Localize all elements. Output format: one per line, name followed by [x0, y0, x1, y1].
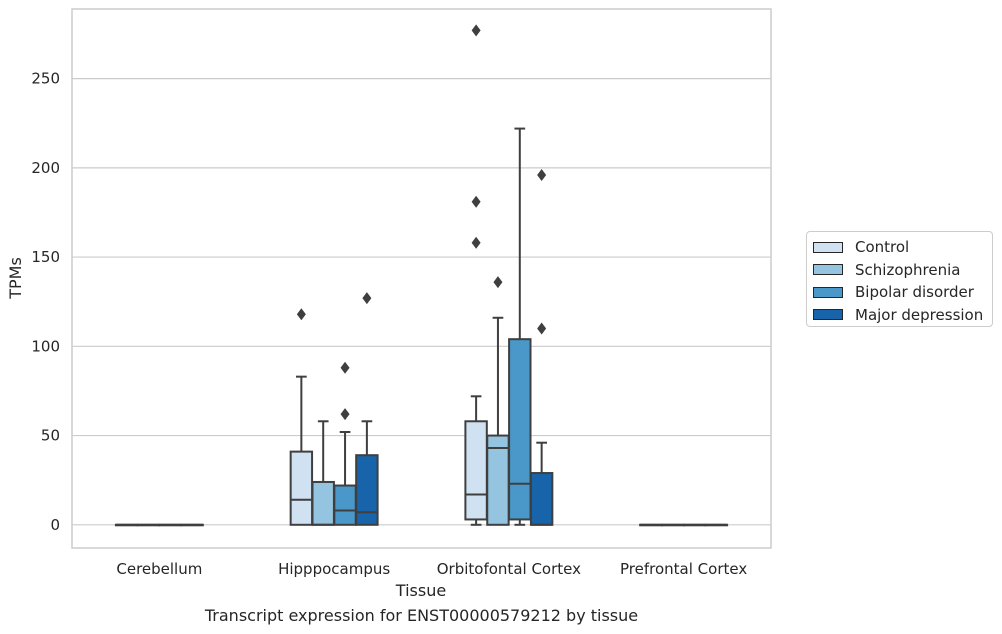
y-tick-label: 0 [50, 516, 60, 534]
outlier-point [471, 24, 481, 37]
box-0-1 [136, 523, 161, 527]
x-axis-title: Tissue [395, 581, 446, 600]
box-3-0 [639, 523, 663, 527]
legend-label: Schizophrenia [855, 260, 961, 279]
box-1-0 [289, 308, 314, 526]
box-3-2 [682, 523, 707, 527]
legend: Control Schizophrenia Bipolar disorder Majo… [806, 231, 993, 327]
legend-item: Major depression [813, 304, 992, 327]
x-tick-label: Prefrontal Cortex [620, 560, 747, 578]
outlier-point [471, 236, 481, 249]
x-tick-label: Cerebellum [116, 560, 202, 578]
legend-label: Control [855, 238, 910, 257]
box-3-3 [704, 523, 729, 527]
outlier-point [362, 292, 372, 305]
legend-swatch [813, 286, 843, 298]
legend-label: Bipolar disorder [855, 283, 974, 302]
box-0-0 [114, 523, 139, 527]
iqr-box [355, 454, 379, 526]
x-tick-label: Orbitofontal Cortex [437, 560, 581, 578]
outlier-point [537, 322, 547, 335]
box-2-1 [486, 276, 510, 526]
box-2-3 [529, 168, 554, 526]
gridlines [72, 78, 771, 526]
legend-item: Schizophrenia [813, 259, 992, 282]
iqr-box [289, 450, 314, 526]
legend-swatch [813, 309, 843, 321]
outlier-point [340, 361, 350, 374]
box-1-1 [311, 420, 335, 526]
box-2-0 [464, 24, 488, 526]
iqr-box [333, 484, 357, 526]
box-3-1 [660, 523, 685, 527]
outlier-point [471, 195, 481, 208]
y-axis-title: TPMs [6, 257, 25, 300]
iqr-box [311, 480, 335, 526]
y-tick-label: 100 [31, 337, 60, 355]
legend-label: Major depression [855, 305, 984, 324]
plot-frame [71, 8, 772, 549]
box-0-3 [180, 523, 204, 527]
box-2-2 [508, 127, 532, 526]
y-tick-label: 150 [31, 248, 60, 266]
x-tick-label: Hipppocampus [278, 560, 390, 578]
iqr-box [508, 338, 532, 521]
iqr-box [464, 420, 488, 521]
outlier-point [340, 408, 350, 421]
legend-item: Bipolar disorder [813, 281, 992, 304]
outlier-point [296, 308, 306, 321]
box-plot-marks [114, 24, 729, 527]
box-1-3 [355, 292, 379, 526]
legend-item: Control [813, 236, 992, 259]
outlier-point [537, 168, 547, 181]
y-tick-label: 200 [31, 159, 60, 177]
outlier-point [493, 276, 503, 289]
legend-swatch [813, 264, 843, 276]
box-1-2 [333, 361, 357, 526]
chart-caption: Transcript expression for ENST0000057921… [204, 606, 639, 625]
iqr-box [529, 472, 554, 526]
tick-labels: 0 50 100 150 200 250 Cerebellum Hipppocampus Orb… [31, 70, 747, 578]
y-tick-label: 50 [41, 427, 60, 445]
y-tick-label: 250 [31, 70, 60, 88]
legend-swatch [813, 241, 843, 253]
box-0-2 [158, 523, 183, 527]
